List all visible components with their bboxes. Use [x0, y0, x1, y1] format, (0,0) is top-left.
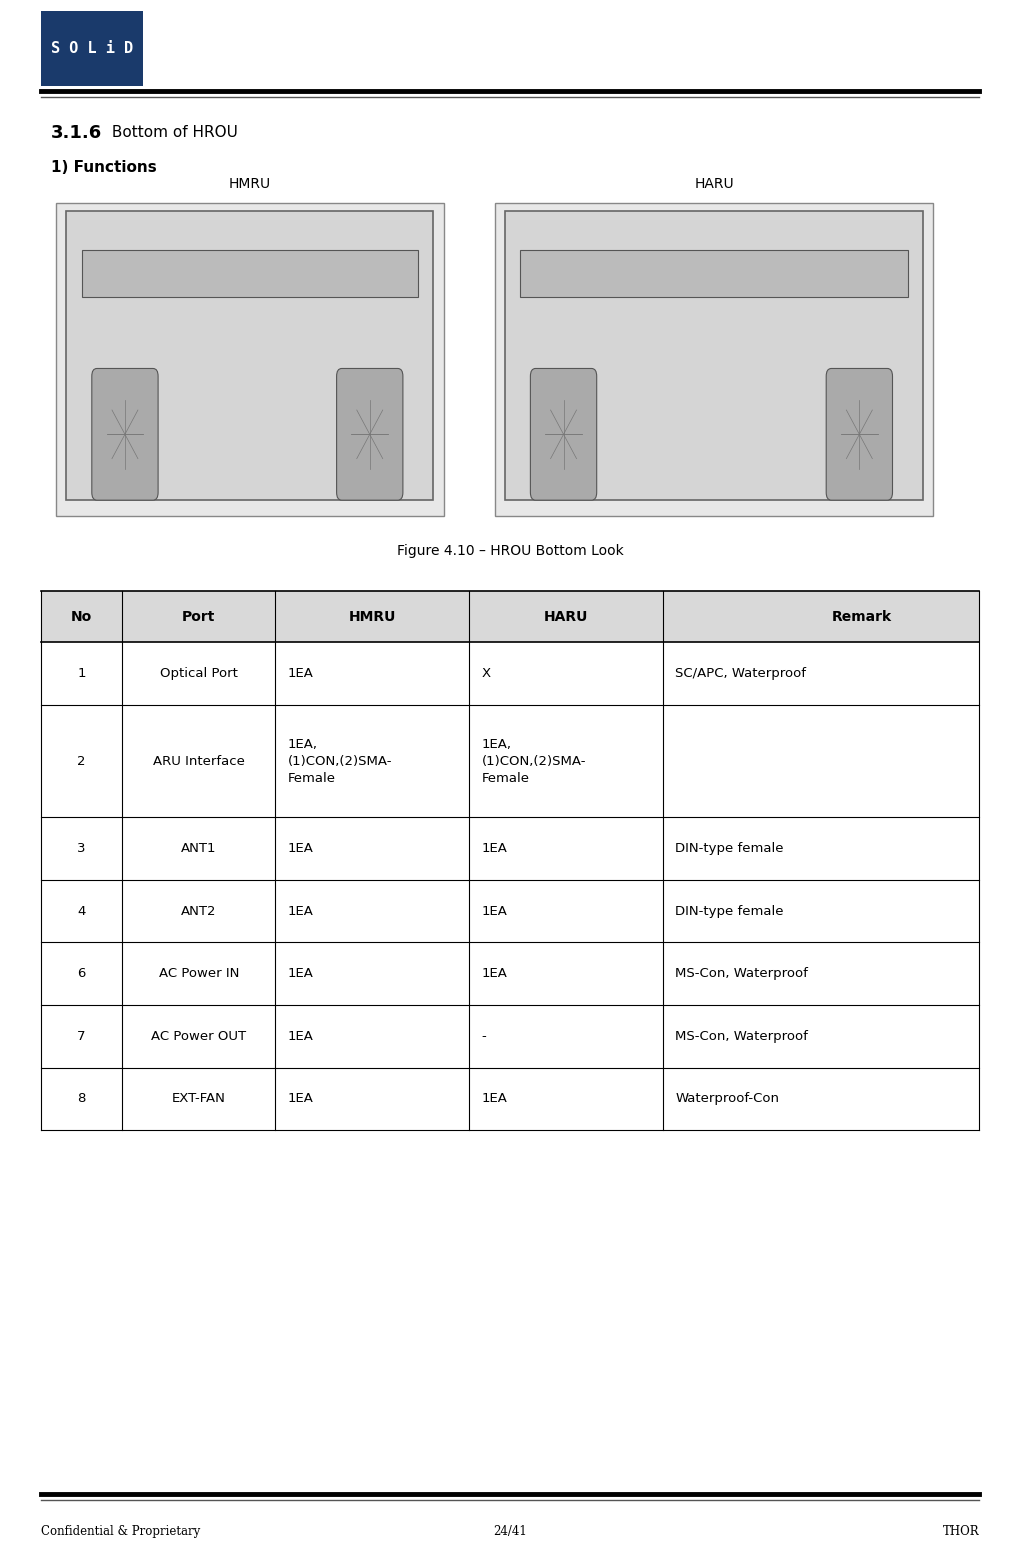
Text: X: X [481, 667, 490, 680]
FancyBboxPatch shape [41, 591, 978, 642]
Text: Remark: Remark [832, 610, 891, 624]
Text: 1) Functions: 1) Functions [51, 159, 157, 175]
Text: S O L i D: S O L i D [51, 41, 132, 56]
Text: 4: 4 [77, 905, 86, 917]
FancyBboxPatch shape [336, 369, 403, 500]
Text: Optical Port: Optical Port [160, 667, 237, 680]
Text: 3: 3 [77, 842, 86, 855]
Text: ANT1: ANT1 [181, 842, 216, 855]
Text: Bottom of HROU: Bottom of HROU [107, 125, 237, 141]
Text: HARU: HARU [543, 610, 588, 624]
Text: 1EA: 1EA [287, 1093, 313, 1105]
FancyBboxPatch shape [41, 642, 978, 705]
FancyBboxPatch shape [520, 250, 907, 297]
Text: HMRU: HMRU [228, 177, 271, 191]
FancyBboxPatch shape [41, 1068, 978, 1130]
Text: 1EA: 1EA [287, 905, 313, 917]
Text: HMRU: HMRU [348, 610, 395, 624]
Text: DIN-type female: DIN-type female [675, 905, 783, 917]
Text: No: No [71, 610, 92, 624]
Text: 1EA: 1EA [481, 842, 506, 855]
Text: -: - [481, 1030, 486, 1043]
Text: THOR: THOR [942, 1525, 978, 1538]
FancyBboxPatch shape [530, 369, 596, 500]
Text: Port: Port [182, 610, 215, 624]
FancyBboxPatch shape [41, 1005, 978, 1068]
FancyBboxPatch shape [825, 369, 892, 500]
Text: 8: 8 [77, 1093, 86, 1105]
Text: Confidential & Proprietary: Confidential & Proprietary [41, 1525, 200, 1538]
Text: 1EA: 1EA [287, 967, 313, 980]
FancyBboxPatch shape [92, 369, 158, 500]
FancyBboxPatch shape [66, 211, 433, 500]
Text: AC Power OUT: AC Power OUT [151, 1030, 247, 1043]
FancyBboxPatch shape [504, 211, 922, 500]
Text: 1EA: 1EA [481, 1093, 506, 1105]
Text: Waterproof-Con: Waterproof-Con [675, 1093, 779, 1105]
Text: 7: 7 [77, 1030, 86, 1043]
Text: SC/APC, Waterproof: SC/APC, Waterproof [675, 667, 805, 680]
Text: HARU: HARU [694, 177, 733, 191]
Text: AC Power IN: AC Power IN [159, 967, 238, 980]
Text: 1EA: 1EA [481, 967, 506, 980]
Text: 1EA: 1EA [287, 1030, 313, 1043]
FancyBboxPatch shape [41, 942, 978, 1005]
Text: 3.1.6: 3.1.6 [51, 123, 102, 142]
FancyBboxPatch shape [41, 817, 978, 880]
Text: 1EA: 1EA [287, 842, 313, 855]
Text: Figure 4.10 – HROU Bottom Look: Figure 4.10 – HROU Bottom Look [396, 544, 623, 558]
FancyBboxPatch shape [494, 203, 932, 516]
Text: DIN-type female: DIN-type female [675, 842, 783, 855]
FancyBboxPatch shape [41, 880, 978, 942]
Text: 6: 6 [77, 967, 86, 980]
Text: 2: 2 [77, 755, 86, 767]
Text: 1EA,
(1)CON,(2)SMA-
Female: 1EA, (1)CON,(2)SMA- Female [481, 738, 585, 785]
Text: ARU Interface: ARU Interface [153, 755, 245, 767]
Text: MS-Con, Waterproof: MS-Con, Waterproof [675, 967, 807, 980]
Text: 1EA: 1EA [481, 905, 506, 917]
FancyBboxPatch shape [82, 250, 418, 297]
FancyBboxPatch shape [56, 203, 443, 516]
Text: 1: 1 [77, 667, 86, 680]
Text: MS-Con, Waterproof: MS-Con, Waterproof [675, 1030, 807, 1043]
Text: ANT2: ANT2 [181, 905, 216, 917]
Text: 24/41: 24/41 [492, 1525, 527, 1538]
Text: 1EA,
(1)CON,(2)SMA-
Female: 1EA, (1)CON,(2)SMA- Female [287, 738, 391, 785]
Text: 1EA: 1EA [287, 667, 313, 680]
Text: EXT-FAN: EXT-FAN [172, 1093, 225, 1105]
FancyBboxPatch shape [41, 705, 978, 817]
FancyBboxPatch shape [41, 11, 143, 86]
